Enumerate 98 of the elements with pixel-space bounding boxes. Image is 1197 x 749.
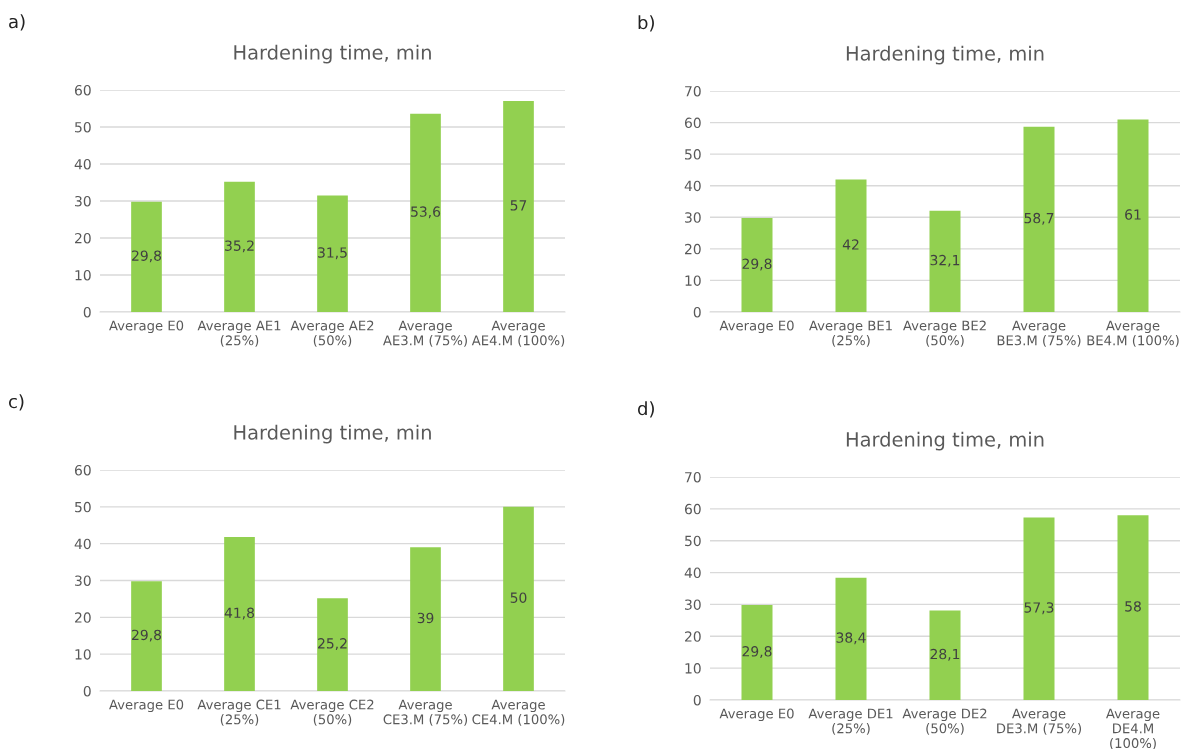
x-tick-label: Average BE3.M (75%) <box>997 320 1081 347</box>
data-label: 57,3 <box>1024 602 1054 615</box>
bar <box>741 217 773 312</box>
chart-title: Hardening time, min <box>846 431 1044 451</box>
chart-title: Hardening time, min <box>234 44 431 64</box>
y-tick-label: 40 <box>74 538 91 550</box>
x-tick-label: Average DE4.M (100%) <box>1106 708 1160 749</box>
data-label: 58 <box>1125 601 1141 612</box>
y-tick-label: 20 <box>75 612 91 623</box>
y-tick-label: 40 <box>684 567 701 579</box>
data-label: 61 <box>1125 209 1141 220</box>
data-label: 57 <box>510 200 527 211</box>
y-tick-label: 40 <box>74 158 91 170</box>
x-tick-label: Average DE2 (50%) <box>902 708 987 735</box>
y-tick-label: 10 <box>75 269 91 281</box>
data-label: 39 <box>417 612 434 624</box>
chart-title: Hardening time, min <box>234 424 431 444</box>
y-tick-label: 60 <box>684 117 701 129</box>
x-tick-label: Average AE2 (50%) <box>290 320 374 347</box>
y-tick-label: 20 <box>685 243 701 255</box>
y-tick-label: 60 <box>74 84 91 96</box>
y-tick-label: 50 <box>685 535 701 547</box>
y-tick-label: 30 <box>75 575 91 586</box>
y-tick-label: 0 <box>693 694 701 706</box>
bar <box>410 547 441 691</box>
y-tick-label: 30 <box>685 212 701 223</box>
y-tick-label: 50 <box>75 501 91 513</box>
bar <box>1117 515 1149 700</box>
x-tick-label: Average CE1 (25%) <box>197 699 281 726</box>
data-label: 35,2 <box>225 240 254 253</box>
data-label: 29,8 <box>132 629 162 642</box>
y-tick-label: 50 <box>685 149 701 160</box>
x-tick-label: Average BE2 (50%) <box>903 320 986 347</box>
x-tick-label: Average CE2 (50%) <box>290 699 374 726</box>
data-label: 29,8 <box>742 646 772 658</box>
data-label: 53,6 <box>411 206 441 219</box>
bar <box>835 179 867 312</box>
y-tick-label: 60 <box>74 464 91 476</box>
y-tick-label: 10 <box>75 649 91 660</box>
x-tick-label: Average DE3.M (75%) <box>997 708 1082 735</box>
y-tick-label: 10 <box>685 275 701 286</box>
bar <box>929 210 961 312</box>
data-label: 38,4 <box>836 632 866 645</box>
bar <box>741 605 773 700</box>
bar <box>317 195 348 312</box>
bar <box>224 181 255 312</box>
data-label: 50 <box>510 592 527 603</box>
bar <box>929 610 961 700</box>
text: c) <box>9 394 24 411</box>
x-tick-label: Average E0 <box>109 320 184 334</box>
bar <box>131 201 162 312</box>
x-tick-label: Average BE4.M (100%) <box>1087 320 1179 347</box>
x-tick-label: Average DE1 (25%) <box>808 708 893 735</box>
bar <box>1117 119 1149 312</box>
data-label: 41,8 <box>224 607 255 620</box>
y-tick-label: 50 <box>75 121 91 133</box>
data-label: 28,1 <box>930 648 960 661</box>
y-tick-label: 0 <box>693 306 701 318</box>
y-tick-label: 10 <box>685 663 701 674</box>
x-tick-label: Average AE3.M (75%) <box>383 320 467 347</box>
bar <box>410 113 441 312</box>
x-tick-label: Average AE1 (25%) <box>197 320 281 347</box>
y-tick-label: 20 <box>75 232 91 244</box>
x-tick-label: Average CE4.M (100%) <box>472 699 565 726</box>
bar <box>503 101 534 312</box>
bar <box>224 537 255 691</box>
y-tick-label: 20 <box>685 631 701 642</box>
bar <box>1023 126 1055 312</box>
chart-title: Hardening time, min <box>846 45 1044 65</box>
y-tick-label: 40 <box>684 180 701 192</box>
y-tick-label: 60 <box>684 503 701 515</box>
data-label: 25,2 <box>318 638 347 651</box>
y-tick-label: 30 <box>685 599 701 610</box>
x-tick-label: Average E0 <box>719 708 794 722</box>
data-label: 42 <box>842 239 859 250</box>
data-label: 32,1 <box>930 254 960 267</box>
data-label: 29,8 <box>742 258 772 271</box>
y-tick-label: 0 <box>83 306 91 318</box>
bar <box>131 581 162 691</box>
text: d) <box>638 401 654 418</box>
x-tick-label: Average E0 <box>719 320 794 334</box>
data-label: 29,8 <box>132 250 162 263</box>
y-tick-label: 0 <box>83 685 91 697</box>
y-tick-label: 70 <box>685 85 701 97</box>
bar <box>317 598 348 691</box>
x-tick-label: Average CE3.M (75%) <box>383 699 468 726</box>
bar <box>1023 517 1055 700</box>
x-tick-label: Average BE1 (25%) <box>809 320 892 347</box>
x-tick-label: Average E0 <box>109 699 184 713</box>
bar <box>503 506 534 691</box>
y-tick-label: 30 <box>75 195 91 207</box>
data-label: 58,7 <box>1024 212 1054 225</box>
data-label: 31,5 <box>318 247 347 260</box>
y-tick-label: 70 <box>685 471 701 483</box>
text: a) <box>9 14 25 31</box>
text: b) <box>638 15 654 32</box>
bar <box>835 577 867 700</box>
x-tick-label: Average AE4.M (100%) <box>471 320 565 347</box>
